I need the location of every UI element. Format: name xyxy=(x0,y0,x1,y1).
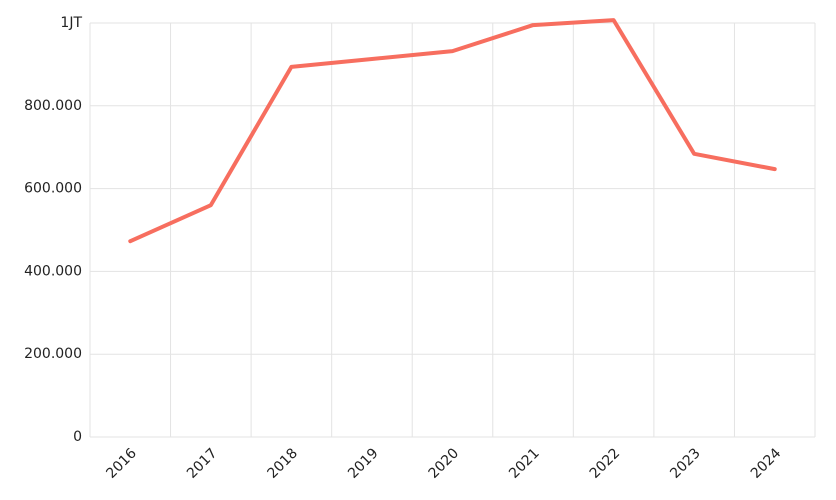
line-series xyxy=(128,18,777,244)
y-tick-label: 200.000 xyxy=(24,346,82,362)
x-tick-label: 2022 xyxy=(587,445,624,482)
x-tick-label: 2018 xyxy=(265,445,302,482)
y-tick-label: 1JT xyxy=(60,15,82,31)
x-tick-label: 2024 xyxy=(748,445,785,482)
x-tick-label: 2019 xyxy=(345,445,382,482)
x-tick-label: 2023 xyxy=(667,445,704,482)
y-tick-label: 800.000 xyxy=(24,98,82,114)
x-tick-label: 2021 xyxy=(506,445,543,482)
y-tick-label: 400.000 xyxy=(24,263,82,279)
x-tick-label: 2020 xyxy=(426,445,463,482)
y-tick-label: 600.000 xyxy=(24,181,82,197)
x-tick-label: 2016 xyxy=(103,445,140,482)
y-tick-label: 0 xyxy=(73,429,82,445)
x-tick-label: 2017 xyxy=(184,445,221,482)
